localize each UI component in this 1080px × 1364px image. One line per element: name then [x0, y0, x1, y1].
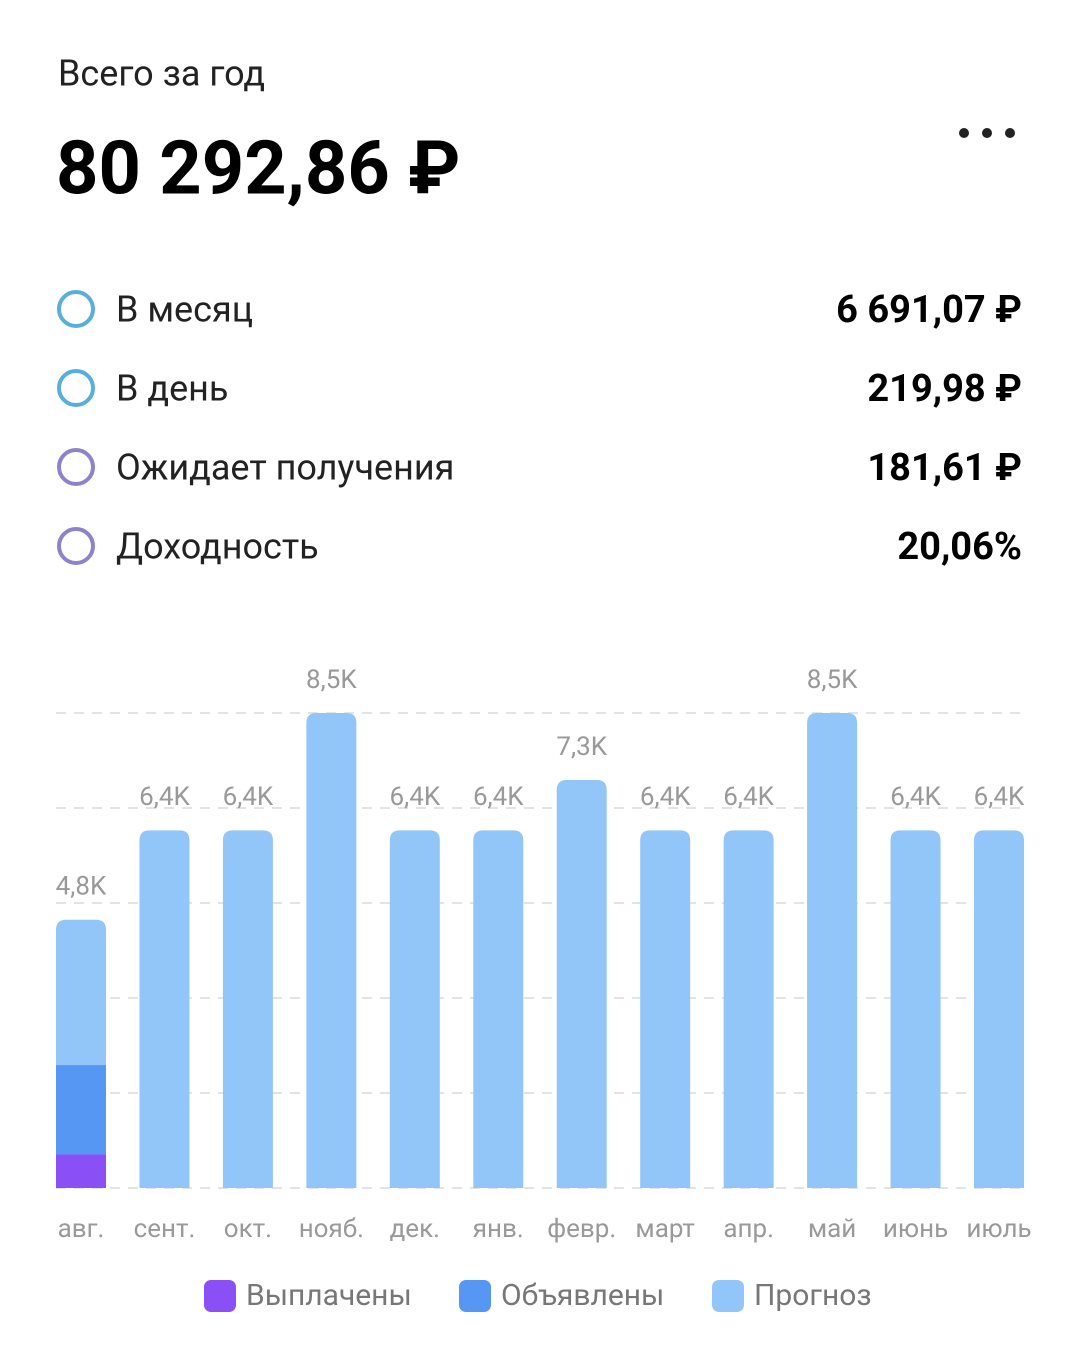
stat-value: 181,61 ₽	[867, 446, 1022, 490]
legend-swatch	[712, 1280, 744, 1312]
dot	[982, 128, 992, 138]
total-label: 8,5K	[306, 665, 357, 695]
x-tick-label: июнь	[883, 1214, 948, 1244]
bar-segment	[56, 1065, 106, 1155]
legend-swatch	[459, 1280, 491, 1312]
stat-icon	[57, 369, 95, 407]
stat-label: Ожидает получения	[116, 447, 454, 489]
legend-label: Выплачены	[246, 1278, 412, 1313]
bar-segment	[473, 830, 524, 1188]
dot	[1005, 128, 1015, 138]
title: Всего за год	[58, 53, 265, 95]
stat-icon	[57, 290, 95, 328]
x-tick-label: апр.	[723, 1214, 774, 1244]
total-label: 6,4K	[890, 782, 941, 812]
x-tick-label: янв.	[473, 1214, 524, 1244]
stat-value: 20,06%	[897, 525, 1022, 569]
bar-segment	[556, 780, 607, 1188]
x-tick-label: февр.	[547, 1214, 616, 1244]
x-tick-label: дек.	[390, 1214, 440, 1244]
total-label: 4,8K	[56, 872, 107, 902]
total-label: 6,4K	[473, 782, 524, 812]
bar-segment	[640, 830, 691, 1188]
x-tick-label: сент.	[134, 1214, 196, 1244]
stat-label: Доходность	[116, 526, 319, 568]
total-label: 6,4K	[723, 782, 774, 812]
total-label: 7,3K	[556, 732, 607, 762]
stat-icon	[57, 448, 95, 486]
bar-segment	[389, 830, 440, 1188]
legend-label: Прогноз	[754, 1278, 872, 1313]
dot	[959, 128, 969, 138]
total-label: 8,5K	[807, 665, 858, 695]
stat-value: 219,98 ₽	[867, 367, 1022, 411]
x-tick-label: март	[635, 1214, 695, 1244]
total-label: 6,4K	[389, 782, 440, 812]
bar-segment	[139, 830, 190, 1188]
bar-segment	[222, 830, 273, 1188]
bar-segment	[890, 830, 941, 1188]
x-tick-label: авг.	[58, 1214, 105, 1244]
bar-segment	[56, 1154, 106, 1188]
bar-segment	[306, 713, 357, 1188]
bar-segment	[974, 830, 1024, 1188]
x-tick-label: нояб.	[299, 1214, 364, 1244]
total-label: 6,4K	[223, 782, 274, 812]
total-label: 6,4K	[640, 782, 691, 812]
bar-segment	[807, 713, 858, 1188]
total: 80 292,86 ₽	[56, 126, 460, 213]
x-tick-label: июль	[966, 1214, 1031, 1244]
stat-icon	[57, 527, 95, 565]
stat-label: В месяц	[116, 289, 253, 331]
total-label: 6,4K	[139, 782, 190, 812]
more-button[interactable]	[959, 128, 1015, 138]
bar-segment	[56, 919, 106, 1066]
legend-label: Объявлены	[501, 1278, 664, 1313]
x-tick-label: окт.	[224, 1214, 272, 1244]
legend-swatch	[204, 1280, 236, 1312]
bar-segment	[723, 830, 774, 1188]
stat-value: 6 691,07 ₽	[836, 288, 1022, 332]
x-tick-label: май	[808, 1214, 856, 1244]
stat-label: В день	[116, 368, 228, 410]
total-label: 6,4K	[974, 782, 1025, 812]
